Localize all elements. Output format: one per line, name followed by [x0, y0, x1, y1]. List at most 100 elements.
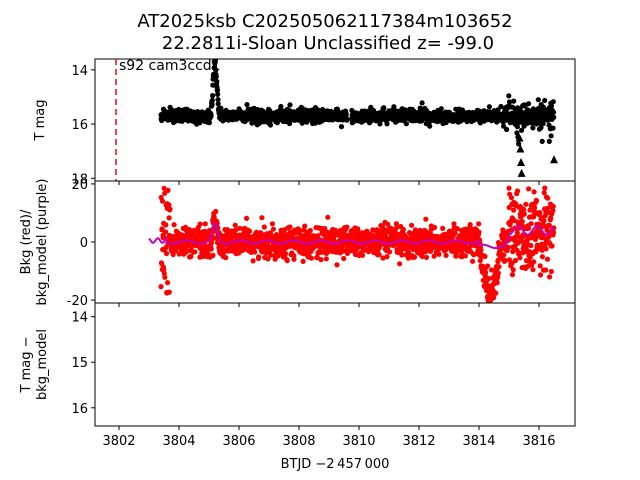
data-point — [0, 0, 3, 3]
data-point — [0, 0, 3, 3]
data-point — [0, 0, 3, 3]
data-point — [0, 0, 3, 3]
data-point — [0, 0, 3, 3]
data-point — [0, 0, 3, 3]
data-point — [0, 0, 3, 3]
data-point — [0, 0, 3, 3]
data-point — [0, 0, 3, 3]
data-point — [0, 0, 3, 3]
data-point — [525, 101, 532, 107]
background-point — [537, 272, 544, 278]
data-point — [0, 0, 3, 3]
data-point — [0, 0, 3, 3]
data-point — [0, 0, 3, 3]
data-point — [0, 0, 3, 3]
data-point — [0, 0, 3, 3]
data-point — [0, 0, 3, 3]
background-point — [232, 222, 238, 228]
data-point — [210, 93, 216, 99]
data-point — [0, 0, 3, 3]
data-point — [0, 0, 3, 3]
data-point — [0, 0, 3, 3]
data-point — [0, 0, 3, 3]
data-point — [0, 0, 3, 3]
data-point — [0, 0, 3, 3]
data-point — [0, 0, 3, 3]
background-point — [158, 284, 164, 290]
data-point — [0, 0, 3, 3]
data-point — [0, 0, 3, 3]
data-point — [0, 0, 3, 3]
data-point — [0, 0, 3, 3]
data-point — [0, 0, 3, 3]
data-point — [0, 0, 3, 3]
data-point — [0, 0, 3, 3]
data-point — [0, 0, 3, 3]
data-point — [0, 0, 3, 3]
upper-limit-marker — [517, 168, 526, 177]
data-point — [0, 0, 3, 3]
data-point — [0, 0, 3, 3]
data-point — [0, 0, 3, 3]
data-point — [0, 0, 3, 3]
data-point — [0, 0, 3, 3]
background-point — [244, 215, 250, 221]
data-point — [0, 0, 3, 3]
data-point — [0, 0, 3, 3]
data-point — [0, 0, 3, 3]
data-point — [0, 0, 3, 3]
data-point — [0, 0, 3, 3]
data-point — [0, 0, 3, 3]
data-point — [0, 0, 3, 3]
data-point — [0, 0, 3, 3]
data-point — [0, 0, 3, 3]
data-point — [0, 0, 3, 3]
data-point — [0, 0, 3, 3]
data-point — [0, 0, 3, 3]
data-point — [0, 0, 3, 3]
data-point — [0, 0, 3, 3]
data-point — [0, 0, 3, 3]
data-point — [0, 0, 3, 3]
data-point — [0, 0, 3, 3]
data-point — [0, 0, 3, 3]
data-point — [0, 0, 3, 3]
data-point — [0, 0, 3, 3]
data-point — [0, 0, 3, 3]
background-point — [394, 225, 400, 231]
data-point — [0, 0, 3, 3]
data-point — [551, 114, 557, 120]
data-point — [0, 0, 3, 3]
data-point — [0, 0, 3, 3]
data-point — [0, 0, 3, 3]
data-point — [0, 0, 3, 3]
data-point — [0, 0, 3, 3]
data-point — [0, 0, 3, 3]
background-point — [543, 267, 549, 273]
data-point — [0, 0, 3, 3]
data-point — [0, 0, 3, 3]
data-point — [0, 0, 3, 3]
data-point — [0, 0, 3, 3]
background-point — [400, 226, 406, 233]
data-point — [0, 0, 3, 3]
data-point — [0, 0, 3, 3]
data-point — [0, 0, 3, 3]
data-point — [0, 0, 3, 3]
data-point — [0, 0, 3, 3]
data-point — [0, 0, 3, 3]
data-point — [0, 0, 3, 3]
data-point — [0, 0, 3, 3]
data-point — [0, 0, 3, 3]
data-point — [0, 0, 3, 3]
data-point — [0, 0, 3, 3]
data-point — [0, 0, 3, 3]
data-point — [0, 0, 3, 3]
background-point — [250, 258, 256, 264]
data-point — [0, 0, 3, 3]
data-point — [0, 0, 3, 3]
data-point — [0, 0, 3, 3]
data-point — [0, 0, 3, 3]
data-point — [0, 0, 3, 3]
